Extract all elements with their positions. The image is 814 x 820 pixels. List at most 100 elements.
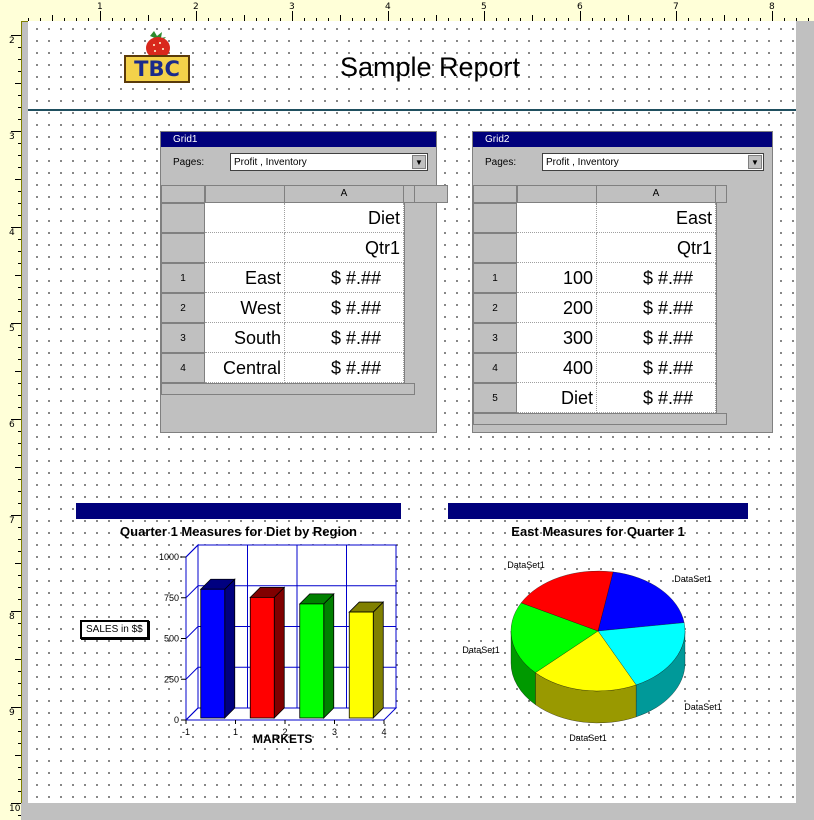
grid2-row-value-cell[interactable]: $ #.## [597, 353, 716, 383]
ruler-tick [484, 11, 485, 21]
bar-xtick-label: 3 [332, 727, 337, 737]
ruler-tick [520, 18, 521, 21]
ruler-number: 9 [9, 708, 15, 718]
header-divider[interactable] [28, 109, 796, 111]
grid1-row-header[interactable]: 4 [161, 353, 205, 383]
ruler-number: 5 [481, 2, 487, 12]
ruler-tick [18, 95, 21, 96]
ruler-tick [11, 611, 21, 612]
grid2-row-label-cell[interactable]: 200 [517, 293, 597, 323]
ruler-tick [532, 15, 533, 21]
ruler-tick [256, 18, 257, 21]
bar-xtick-label: 2 [282, 727, 287, 737]
ruler-tick [700, 18, 701, 21]
ruler-number: 1 [97, 2, 103, 12]
grid2-row-value-cell[interactable]: $ #.## [597, 323, 716, 353]
grid1-row-header[interactable]: 2 [161, 293, 205, 323]
ruler-tick [18, 551, 21, 552]
grid1-row-label-cell[interactable]: West [205, 293, 285, 323]
ruler-tick [592, 18, 593, 21]
grid2-header-cell-2[interactable]: Qtr1 [597, 233, 716, 263]
grid2-header-cell-1[interactable]: East [597, 203, 716, 233]
grid2-row-label-cell[interactable]: 400 [517, 353, 597, 383]
grid2-row-header[interactable]: 2 [473, 293, 517, 323]
grid2-row-label-cell[interactable]: Diet [517, 383, 597, 413]
ruler-tick [18, 407, 21, 408]
grid2-row-value-cell[interactable]: $ #.## [597, 293, 716, 323]
ruler-tick [688, 18, 689, 21]
chevron-down-icon[interactable]: ▼ [412, 155, 426, 169]
grid2[interactable]: Grid2 Pages: Profit , Inventory ▼ A East… [472, 131, 773, 433]
grid2-row-header[interactable]: 4 [473, 353, 517, 383]
chevron-down-icon[interactable]: ▼ [748, 155, 762, 169]
ruler-tick [18, 779, 21, 780]
ruler-tick [760, 18, 761, 21]
grid1-pages-dropdown[interactable]: Profit , Inventory ▼ [230, 153, 428, 171]
ruler-tick [412, 18, 413, 21]
ruler-tick [18, 587, 21, 588]
bar [249, 596, 275, 719]
grid1-header-row-1 [161, 203, 205, 233]
grid1-row-label-cell[interactable]: East [205, 263, 285, 293]
ruler-tick [52, 15, 53, 21]
grid1-header-cell-1[interactable]: Diet [285, 203, 404, 233]
grid2-row-header[interactable]: 1 [473, 263, 517, 293]
grid2-row-header[interactable]: 5 [473, 383, 517, 413]
grid1-row-value-cell[interactable]: $ #.## [285, 353, 404, 383]
grid1-row-value-cell[interactable]: $ #.## [285, 293, 404, 323]
vertical-ruler[interactable]: 2 3 4 5 6 7 8 9 10 [0, 21, 22, 820]
ruler-tick [18, 455, 21, 456]
horizontal-ruler[interactable]: 1 2 3 4 5 6 7 8 [0, 0, 814, 22]
grid1-row-header[interactable]: 3 [161, 323, 205, 353]
pie-label: DataSet1 [569, 733, 607, 743]
ruler-tick [18, 239, 21, 240]
ruler-tick [11, 323, 21, 324]
grid1-col-header-a[interactable]: A [284, 185, 404, 203]
grid1[interactable]: Grid1 Pages: Profit , Inventory ▼ A A Di… [160, 131, 448, 433]
grid2-row-value-cell[interactable]: $ #.## [597, 263, 716, 293]
grid1-vertical-scroll-area[interactable] [404, 203, 415, 395]
grid1-header-cell-label-1 [205, 203, 285, 233]
ruler-tick [18, 299, 21, 300]
bar-chart-title-bar [76, 503, 401, 519]
bar-chart[interactable]: Quarter 1 Measures for Diet by Region 0 2… [76, 503, 401, 753]
pie-chart[interactable]: East Measures for Quarter 1 DataSet1 Data… [448, 503, 748, 753]
bar-side [273, 586, 285, 719]
ruler-tick [784, 18, 785, 21]
ruler-tick [18, 671, 21, 672]
ruler-tick [18, 107, 21, 108]
ruler-tick [18, 539, 21, 540]
ruler-tick [18, 263, 21, 264]
ruler-tick [15, 275, 21, 276]
ruler-tick [18, 503, 21, 504]
grid1-row-value-cell[interactable]: $ #.## [285, 263, 404, 293]
grid1-header-cell-2[interactable]: Qtr1 [285, 233, 404, 263]
ruler-number: 8 [9, 612, 15, 622]
bar-ytick-label: 750 [164, 593, 179, 603]
ruler-tick [280, 18, 281, 21]
grid2-col-header-blank [715, 185, 727, 203]
ruler-tick [388, 11, 389, 21]
grid1-row-header[interactable]: 1 [161, 263, 205, 293]
bar-chart-svg: 0 250 500 750 1000 -1 1 2 3 4 [159, 543, 398, 737]
grid2-row-label-cell[interactable]: 300 [517, 323, 597, 353]
ruler-tick [244, 15, 245, 21]
ruler-tick [448, 18, 449, 21]
ruler-tick [18, 383, 21, 384]
ruler-number: 10 [9, 804, 21, 814]
tbc-logo[interactable]: TBC [124, 30, 190, 84]
grid2-row-value-cell[interactable]: $ #.## [597, 383, 716, 413]
bar-chart-title: Quarter 1 Measures for Diet by Region [120, 524, 357, 539]
report-title[interactable]: Sample Report [339, 52, 521, 82]
grid2-vertical-scroll-area[interactable] [716, 203, 727, 425]
ruler-number: 3 [289, 2, 295, 12]
grid2-pages-dropdown[interactable]: Profit , Inventory ▼ [542, 153, 764, 171]
grid2-row-label-cell[interactable]: 100 [517, 263, 597, 293]
grid1-row-label-cell[interactable]: South [205, 323, 285, 353]
grid1-row-value-cell[interactable]: $ #.## [285, 323, 404, 353]
grid2-title: Grid2 [473, 132, 772, 147]
grid2-col-header-a[interactable]: A [596, 185, 716, 203]
grid1-title: Grid1 [161, 132, 436, 147]
grid2-row-header[interactable]: 3 [473, 323, 517, 353]
grid1-row-label-cell[interactable]: Central [205, 353, 285, 383]
